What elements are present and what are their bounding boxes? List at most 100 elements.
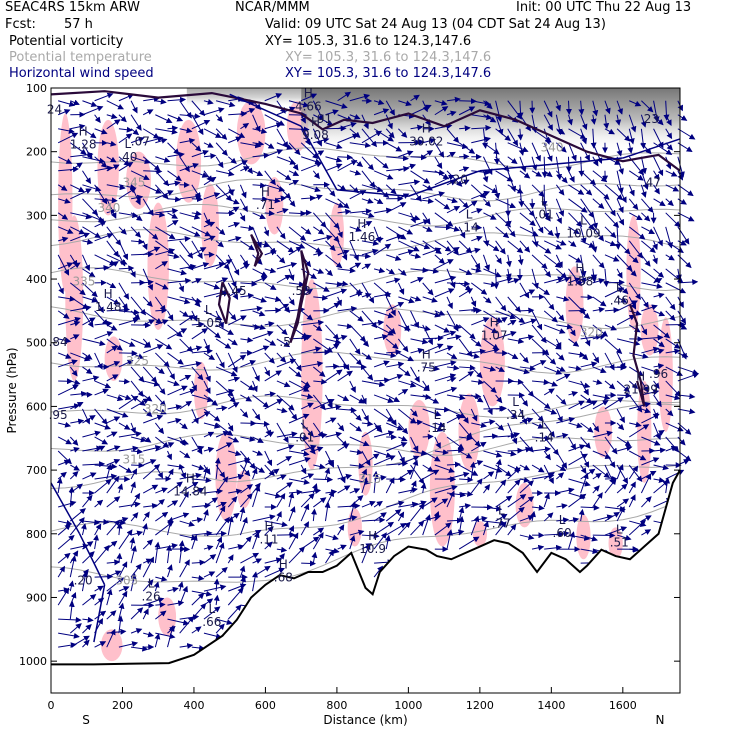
wind-vector-85	[82, 170, 92, 185]
wind-vector-79	[70, 635, 90, 648]
wind-vector-168	[106, 208, 117, 215]
wind-vector-1052	[398, 240, 420, 252]
wind-vector-716	[276, 261, 298, 270]
wind-vector-1017	[385, 202, 407, 214]
wind-vector-468	[191, 487, 205, 494]
wind-vector-28	[56, 477, 63, 494]
wind-vector-120	[94, 92, 114, 102]
wind-vector-878	[337, 154, 353, 161]
wind-vector-288	[143, 211, 166, 218]
wind-vector-327	[155, 190, 174, 200]
wind-vector-385	[166, 450, 172, 461]
wind-vector-890	[337, 323, 353, 330]
wind-vector-1074	[410, 94, 420, 102]
wind-vector-1154	[434, 324, 451, 333]
hl-value-30: 10.9	[359, 542, 386, 556]
wind-vector-185	[106, 445, 121, 452]
wind-vector-470	[191, 517, 204, 523]
wind-vector-226	[118, 464, 133, 474]
wind-vector-252	[130, 268, 136, 278]
wind-vector-899	[337, 443, 350, 452]
wind-vector-403	[179, 137, 196, 144]
wind-vector-306	[143, 459, 157, 466]
wind-vector-146	[94, 463, 118, 470]
wind-vector-937	[349, 501, 357, 522]
wind-vector-637	[252, 152, 270, 159]
wind-vector-395	[167, 586, 179, 593]
wind-vector-198	[106, 628, 127, 635]
wind-vector-1475	[556, 268, 568, 279]
wind-vector-858	[325, 343, 340, 354]
wind-vector-1607	[604, 254, 620, 262]
wind-vector-901	[337, 473, 353, 480]
wind-vector-59	[69, 366, 78, 377]
model-name: SEAC4RS 15km ARW	[5, 0, 141, 15]
theta-label-4: 325	[126, 354, 149, 368]
wind-vector-1589	[592, 464, 611, 479]
wind-vector-1156	[434, 345, 454, 354]
wind-vector-245	[130, 170, 150, 180]
wind-vector-570	[227, 268, 237, 288]
wind-vector-109	[82, 494, 93, 508]
wind-vector-332	[155, 261, 168, 270]
wind-vector-782	[300, 240, 322, 253]
wind-vector-134	[94, 296, 104, 314]
wind-vector-936	[349, 495, 364, 508]
wind-vector-924	[349, 338, 361, 355]
wind-vector-1137	[422, 514, 431, 536]
init-time: Init: 00 UTC Thu 22 Aug 13	[516, 0, 692, 15]
hl-value-4: 1.46	[349, 230, 376, 244]
wind-vector-709	[276, 170, 292, 181]
wind-vector-1148	[434, 240, 452, 252]
wind-vector-272	[129, 537, 136, 550]
wind-vector-862	[325, 404, 342, 411]
wind-vector-991	[373, 334, 389, 340]
wind-vector-102	[81, 408, 90, 425]
wind-vector-904	[337, 515, 358, 522]
hl-value-25: 14.84	[173, 485, 207, 499]
theta-label-6: 315	[122, 453, 145, 467]
wind-vector-1591	[592, 485, 600, 494]
wind-vector-606	[240, 240, 255, 251]
wind-vector-548	[215, 501, 227, 508]
wind-vector-1506	[568, 240, 577, 248]
hl-marker-31: H	[279, 558, 288, 572]
wind-vector-335	[155, 307, 168, 314]
wind-vector-1006	[373, 532, 387, 550]
wind-vector-887	[337, 280, 349, 287]
wind-vector-1323	[495, 405, 507, 412]
wind-vector-292	[142, 268, 154, 291]
wind-vector-1768	[665, 254, 675, 261]
wind-vector-1492	[556, 503, 568, 510]
wind-vector-1534	[580, 170, 597, 186]
wind-vector-902	[337, 485, 351, 494]
wind-vector-1111	[422, 169, 446, 176]
wind-vector-287	[142, 198, 154, 217]
wind-vector-1104	[410, 503, 425, 522]
wind-vector-928	[349, 394, 365, 404]
wind-vector-421	[179, 388, 196, 396]
wind-vector-770	[288, 532, 299, 550]
theta-line-2	[50, 203, 681, 227]
theta-label-3: 335	[72, 274, 95, 288]
wind-vector-145	[94, 445, 106, 452]
wind-vector-1149	[434, 254, 446, 265]
wind-vector-203	[118, 133, 133, 144]
wind-vector-1190	[446, 364, 460, 371]
wind-vector-117	[82, 616, 94, 623]
wind-vector-343	[154, 422, 165, 435]
wind-vector-177	[106, 338, 123, 351]
wind-vector-26	[57, 459, 71, 466]
wind-vector-1770	[665, 282, 687, 294]
wind-vector-224	[118, 431, 142, 438]
wind-vector-852	[325, 268, 333, 277]
wind-vector-42	[70, 123, 86, 130]
hl-marker-15: H	[422, 347, 431, 361]
wind-vector-733	[276, 492, 286, 508]
wind-vector-1192	[446, 394, 466, 401]
wind-vector-593	[228, 583, 247, 592]
wind-vector-426	[179, 464, 187, 479]
wind-vector-935	[349, 488, 361, 494]
wind-vector-399	[167, 625, 175, 648]
wind-vector-507	[202, 466, 209, 480]
